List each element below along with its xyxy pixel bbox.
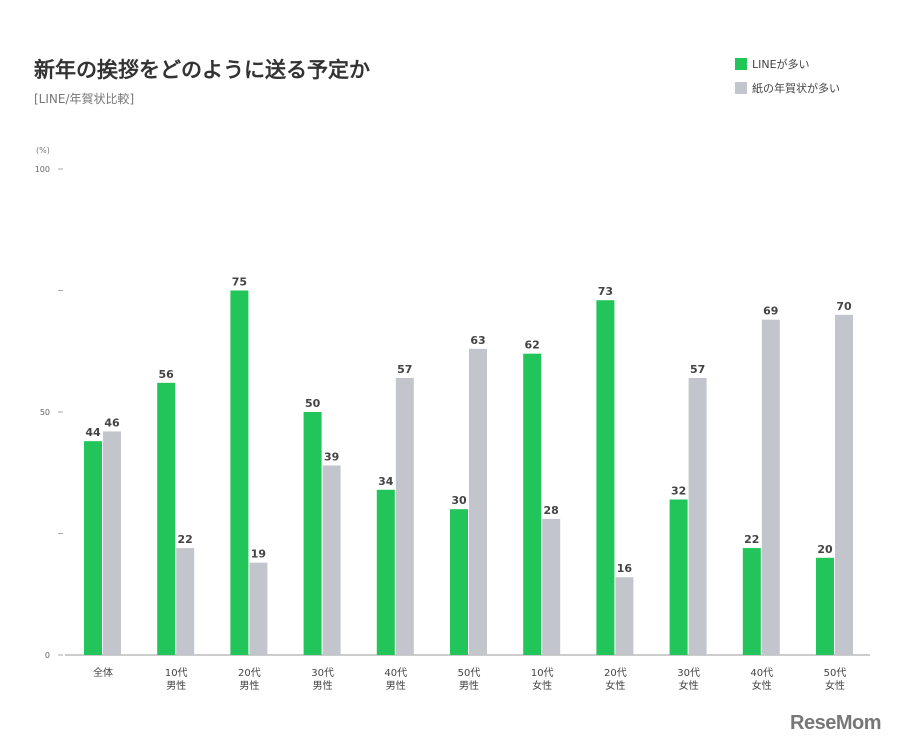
bar-card	[469, 348, 487, 655]
bar-line	[84, 441, 102, 655]
legend-swatch	[735, 58, 747, 70]
bar-card	[542, 518, 561, 655]
data-label: 70	[836, 300, 852, 313]
bar-line	[669, 499, 688, 655]
data-label: 19	[251, 548, 266, 561]
x-tick-label: 男性	[239, 679, 259, 692]
bar-line	[376, 489, 395, 655]
data-label: 62	[525, 339, 540, 352]
data-label: 44	[85, 426, 101, 439]
chart-subtitle: [LINE/年賀状比較]	[34, 92, 135, 106]
legend-item-card: 紙の年賀状が多い	[735, 80, 840, 96]
x-tick-label: 男性	[313, 679, 333, 692]
x-tick-label: 20代	[238, 667, 261, 679]
resemom-logo: ReseMom	[790, 712, 881, 734]
x-tick-label: 女性	[825, 679, 845, 692]
data-label: 28	[544, 504, 559, 517]
data-label: 39	[324, 450, 339, 463]
bar-line	[816, 557, 834, 655]
data-label: 73	[598, 285, 613, 298]
bar-card	[249, 562, 268, 655]
legend-item-line: LINEが多い	[735, 56, 840, 72]
y-axis-label: (%)	[36, 146, 50, 155]
bar-line	[157, 382, 176, 655]
bar-card	[395, 377, 414, 655]
x-tick-label: 10代	[165, 667, 188, 679]
bar-card	[322, 465, 341, 655]
legend-swatch	[735, 82, 747, 94]
x-tick-label: 10代	[531, 667, 554, 679]
data-label: 16	[617, 562, 633, 575]
x-tick-label: 女性	[605, 679, 625, 692]
data-label: 30	[451, 494, 467, 507]
data-label: 69	[763, 305, 778, 318]
bar-line	[596, 300, 615, 655]
data-label: 57	[397, 363, 412, 376]
x-tick-label: 男性	[166, 679, 186, 692]
data-label: 50	[305, 397, 321, 410]
data-label: 63	[470, 334, 485, 347]
bar-line	[230, 290, 249, 655]
y-tick-label: 0	[45, 651, 50, 660]
bar-card	[103, 431, 121, 655]
bar-card	[176, 548, 195, 655]
data-label: 22	[744, 533, 759, 546]
x-tick-label: 男性	[459, 679, 479, 692]
x-tick-label: 20代	[604, 667, 627, 679]
data-label: 46	[104, 416, 120, 429]
x-tick-label: 50代	[824, 667, 847, 679]
y-tick-label: 100	[35, 165, 50, 174]
bar-line	[303, 412, 322, 655]
bar-card	[761, 319, 780, 655]
data-label: 32	[671, 484, 686, 497]
data-label: 75	[232, 276, 247, 289]
x-tick-label: 40代	[750, 667, 773, 679]
x-tick-label: 女性	[679, 679, 699, 692]
x-tick-label: 全体	[93, 666, 113, 679]
x-tick-label: 女性	[532, 679, 552, 692]
x-tick-label: 30代	[677, 667, 700, 679]
bar-line	[450, 509, 468, 655]
chart-title: 新年の挨拶をどのように送る予定か	[34, 58, 370, 82]
data-label: 22	[178, 533, 193, 546]
data-label: 56	[159, 368, 175, 381]
y-tick-label: 50	[40, 408, 50, 417]
data-label: 57	[690, 363, 705, 376]
x-tick-label: 30代	[311, 667, 334, 679]
x-tick-label: 40代	[384, 667, 407, 679]
bar-card	[835, 314, 853, 655]
bar-card	[688, 377, 707, 655]
x-tick-label: 女性	[752, 679, 772, 692]
data-label: 20	[817, 543, 833, 556]
legend-label: LINEが多い	[752, 58, 810, 71]
x-tick-label: 50代	[458, 667, 481, 679]
bar-line	[523, 353, 542, 655]
x-tick-label: 男性	[386, 679, 406, 692]
legend-label: 紙の年賀状が多い	[752, 82, 840, 95]
data-label: 34	[378, 475, 394, 488]
legend: LINEが多い 紙の年賀状が多い	[735, 56, 840, 104]
bar-line	[742, 548, 761, 655]
bar-card	[615, 577, 634, 655]
